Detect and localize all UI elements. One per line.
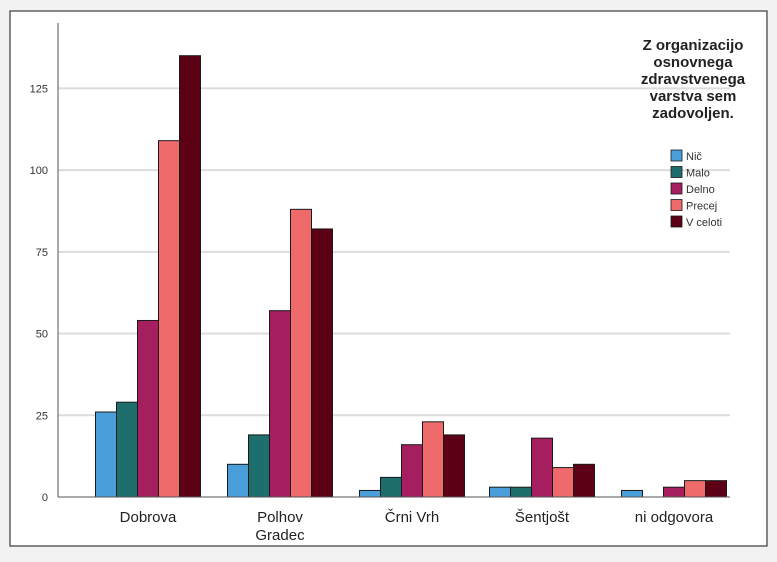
x-tick-label: Polhov	[257, 509, 303, 526]
legend-label: V celoti	[686, 217, 722, 229]
bar-delno	[663, 486, 685, 498]
legend-label: Precej	[686, 201, 717, 213]
x-tick-label: Črni Vrh	[385, 509, 439, 526]
bar-precej	[158, 140, 180, 498]
y-tick-label: 125	[30, 83, 48, 95]
bar-malo	[380, 476, 402, 498]
legend-swatch	[670, 182, 683, 195]
bar-precej	[684, 480, 706, 498]
legend-swatch	[670, 166, 683, 178]
bar-nič	[489, 486, 511, 498]
bar-nič	[227, 463, 249, 498]
x-tick-label: Gradec	[255, 527, 305, 544]
bar-nič	[621, 489, 643, 498]
axes	[57, 23, 730, 498]
bar-nič	[95, 411, 117, 498]
legend-title-line: osnovnega	[653, 54, 733, 71]
bars	[95, 55, 727, 498]
y-tick-label: 0	[42, 492, 48, 504]
legend-title-line: varstva sem	[650, 88, 737, 105]
x-tick-label: Dobrova	[120, 509, 177, 526]
y-tick-label: 50	[36, 329, 48, 341]
bar-precej	[290, 208, 312, 498]
legend-title-line: Z organizacijo	[643, 37, 744, 54]
y-tick-labels: 0 25 50 75 100 125	[30, 83, 48, 504]
legend-label: Nič	[686, 151, 702, 163]
bar-nič	[359, 489, 381, 498]
x-tick-label: ni odgovora	[635, 509, 714, 526]
bar-v-celoti	[705, 480, 727, 498]
legend: Z organizacijoosnovnegazdravstvenegavars…	[641, 37, 746, 229]
y-tick-label: 100	[30, 165, 48, 177]
legend-swatch	[670, 149, 683, 162]
legend-title-line: zdravstvenega	[641, 71, 746, 88]
bar-delno	[137, 319, 159, 498]
bar-precej	[552, 467, 574, 498]
bar-malo	[510, 486, 532, 498]
bar-v-celoti	[443, 434, 465, 498]
bar-delno	[531, 437, 553, 498]
legend-swatch	[670, 199, 683, 211]
bar-malo	[116, 401, 138, 498]
legend-swatch	[670, 215, 683, 228]
legend-label: Malo	[686, 168, 710, 180]
bar-malo	[248, 434, 270, 498]
legend-label: Delno	[686, 184, 715, 196]
legend-title-line: zadovoljen.	[652, 105, 734, 122]
bar-delno	[401, 444, 423, 498]
bar-delno	[269, 310, 291, 498]
y-tick-label: 75	[36, 247, 48, 259]
bar-v-celoti	[311, 228, 333, 498]
x-tick-label: Šentjošt	[515, 509, 570, 526]
bar-precej	[422, 421, 444, 498]
bar-v-celoti	[573, 463, 595, 498]
y-tick-label: 25	[36, 410, 48, 422]
bar-v-celoti	[179, 55, 201, 498]
